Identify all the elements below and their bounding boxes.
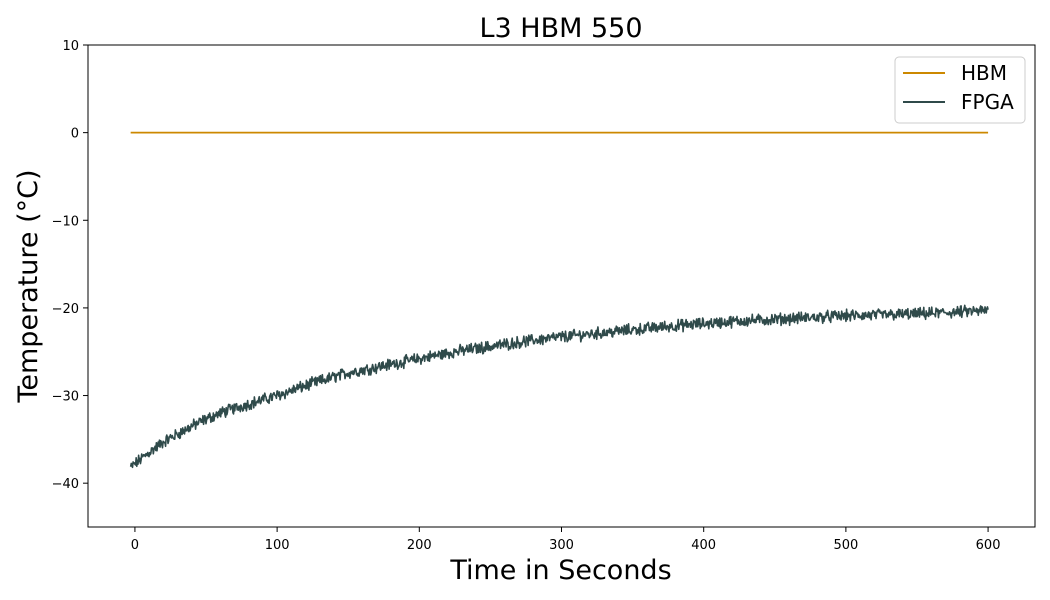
x-tick-label: 300 xyxy=(549,538,574,553)
y-tick-label: −40 xyxy=(52,477,79,492)
y-tick-label: 0 xyxy=(71,127,79,142)
x-tick-label: 500 xyxy=(833,538,858,553)
x-tick-label: 0 xyxy=(131,538,139,553)
x-axis-label: Time in Seconds xyxy=(449,555,671,586)
chart-title: L3 HBM 550 xyxy=(479,13,642,44)
y-axis-label: Temperature (°C) xyxy=(13,169,44,403)
x-axis: 0 100 200 300 400 500 600 xyxy=(131,527,1001,553)
y-tick-label: −20 xyxy=(52,302,79,317)
legend-label-hbm: HBM xyxy=(961,61,1007,85)
y-tick-label: 10 xyxy=(62,39,79,54)
x-tick-label: 100 xyxy=(265,538,290,553)
x-tick-label: 600 xyxy=(976,538,1001,553)
x-tick-label: 400 xyxy=(691,538,716,553)
y-tick-label: −30 xyxy=(52,390,79,405)
y-axis: −40 −30 −20 −10 0 10 xyxy=(52,39,88,492)
legend-label-fpga: FPGA xyxy=(961,90,1014,114)
legend: HBM FPGA xyxy=(894,56,1026,124)
series-layer xyxy=(129,131,989,469)
series-line-fpga xyxy=(129,304,989,469)
plot-area xyxy=(87,44,1036,528)
x-tick-label: 200 xyxy=(407,538,432,553)
y-tick-label: −10 xyxy=(52,214,79,229)
